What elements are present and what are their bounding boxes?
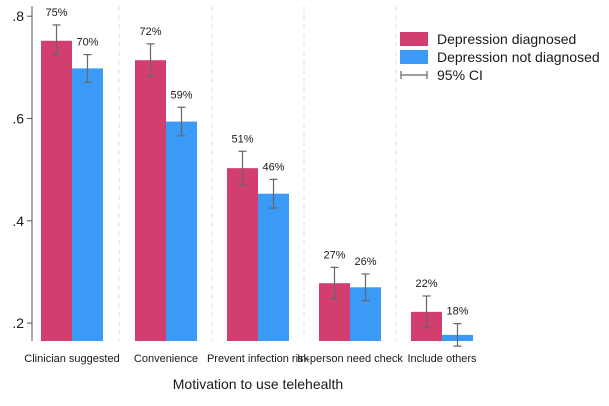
y-tick-label: .8	[12, 8, 24, 24]
data-label: 26%	[354, 256, 376, 268]
legend-label: Depression not diagnosed	[437, 49, 600, 65]
x-tick-label: Convenience	[134, 353, 198, 365]
y-tick-label: .2	[12, 315, 24, 331]
legend-label: 95% CI	[437, 67, 483, 83]
data-label: 75%	[45, 7, 67, 19]
data-label: 51%	[231, 133, 253, 145]
error-bars	[52, 24, 462, 347]
x-tick-label: Include others	[407, 353, 477, 365]
x-tick-label: Prevent infection risk	[207, 353, 310, 365]
data-label: 18%	[446, 306, 468, 318]
bar	[72, 68, 103, 342]
data-label: 22%	[415, 278, 437, 290]
bar	[41, 40, 72, 341]
bar	[135, 60, 166, 341]
bars	[41, 40, 473, 342]
x-tick-label: In-person need check	[297, 353, 403, 365]
legend-swatch	[400, 50, 428, 64]
data-label: 27%	[323, 249, 345, 261]
legend: Depression diagnosed Depression not diagn…	[400, 31, 600, 83]
bar	[258, 193, 289, 341]
data-labels: 75% 72% 51% 27% 22% 70% 59% 46% 26% 18%	[45, 7, 468, 318]
bar	[166, 121, 197, 341]
data-label: 70%	[76, 37, 98, 49]
x-axis-title: Motivation to use telehealth	[173, 376, 343, 392]
data-label: 72%	[139, 26, 161, 38]
data-label: 59%	[170, 89, 192, 101]
legend-swatch	[400, 32, 428, 46]
y-tick-label: .6	[12, 111, 24, 127]
grid-lines	[118, 6, 397, 341]
x-tick-label: Clinician suggested	[24, 353, 119, 365]
axes: .2 .4 .6 .8 Clinician suggested Convenience Pr…	[12, 6, 477, 365]
bar	[227, 168, 258, 341]
data-label: 46%	[262, 161, 284, 173]
y-tick-label: .4	[12, 213, 24, 229]
legend-label: Depression diagnosed	[437, 31, 576, 47]
